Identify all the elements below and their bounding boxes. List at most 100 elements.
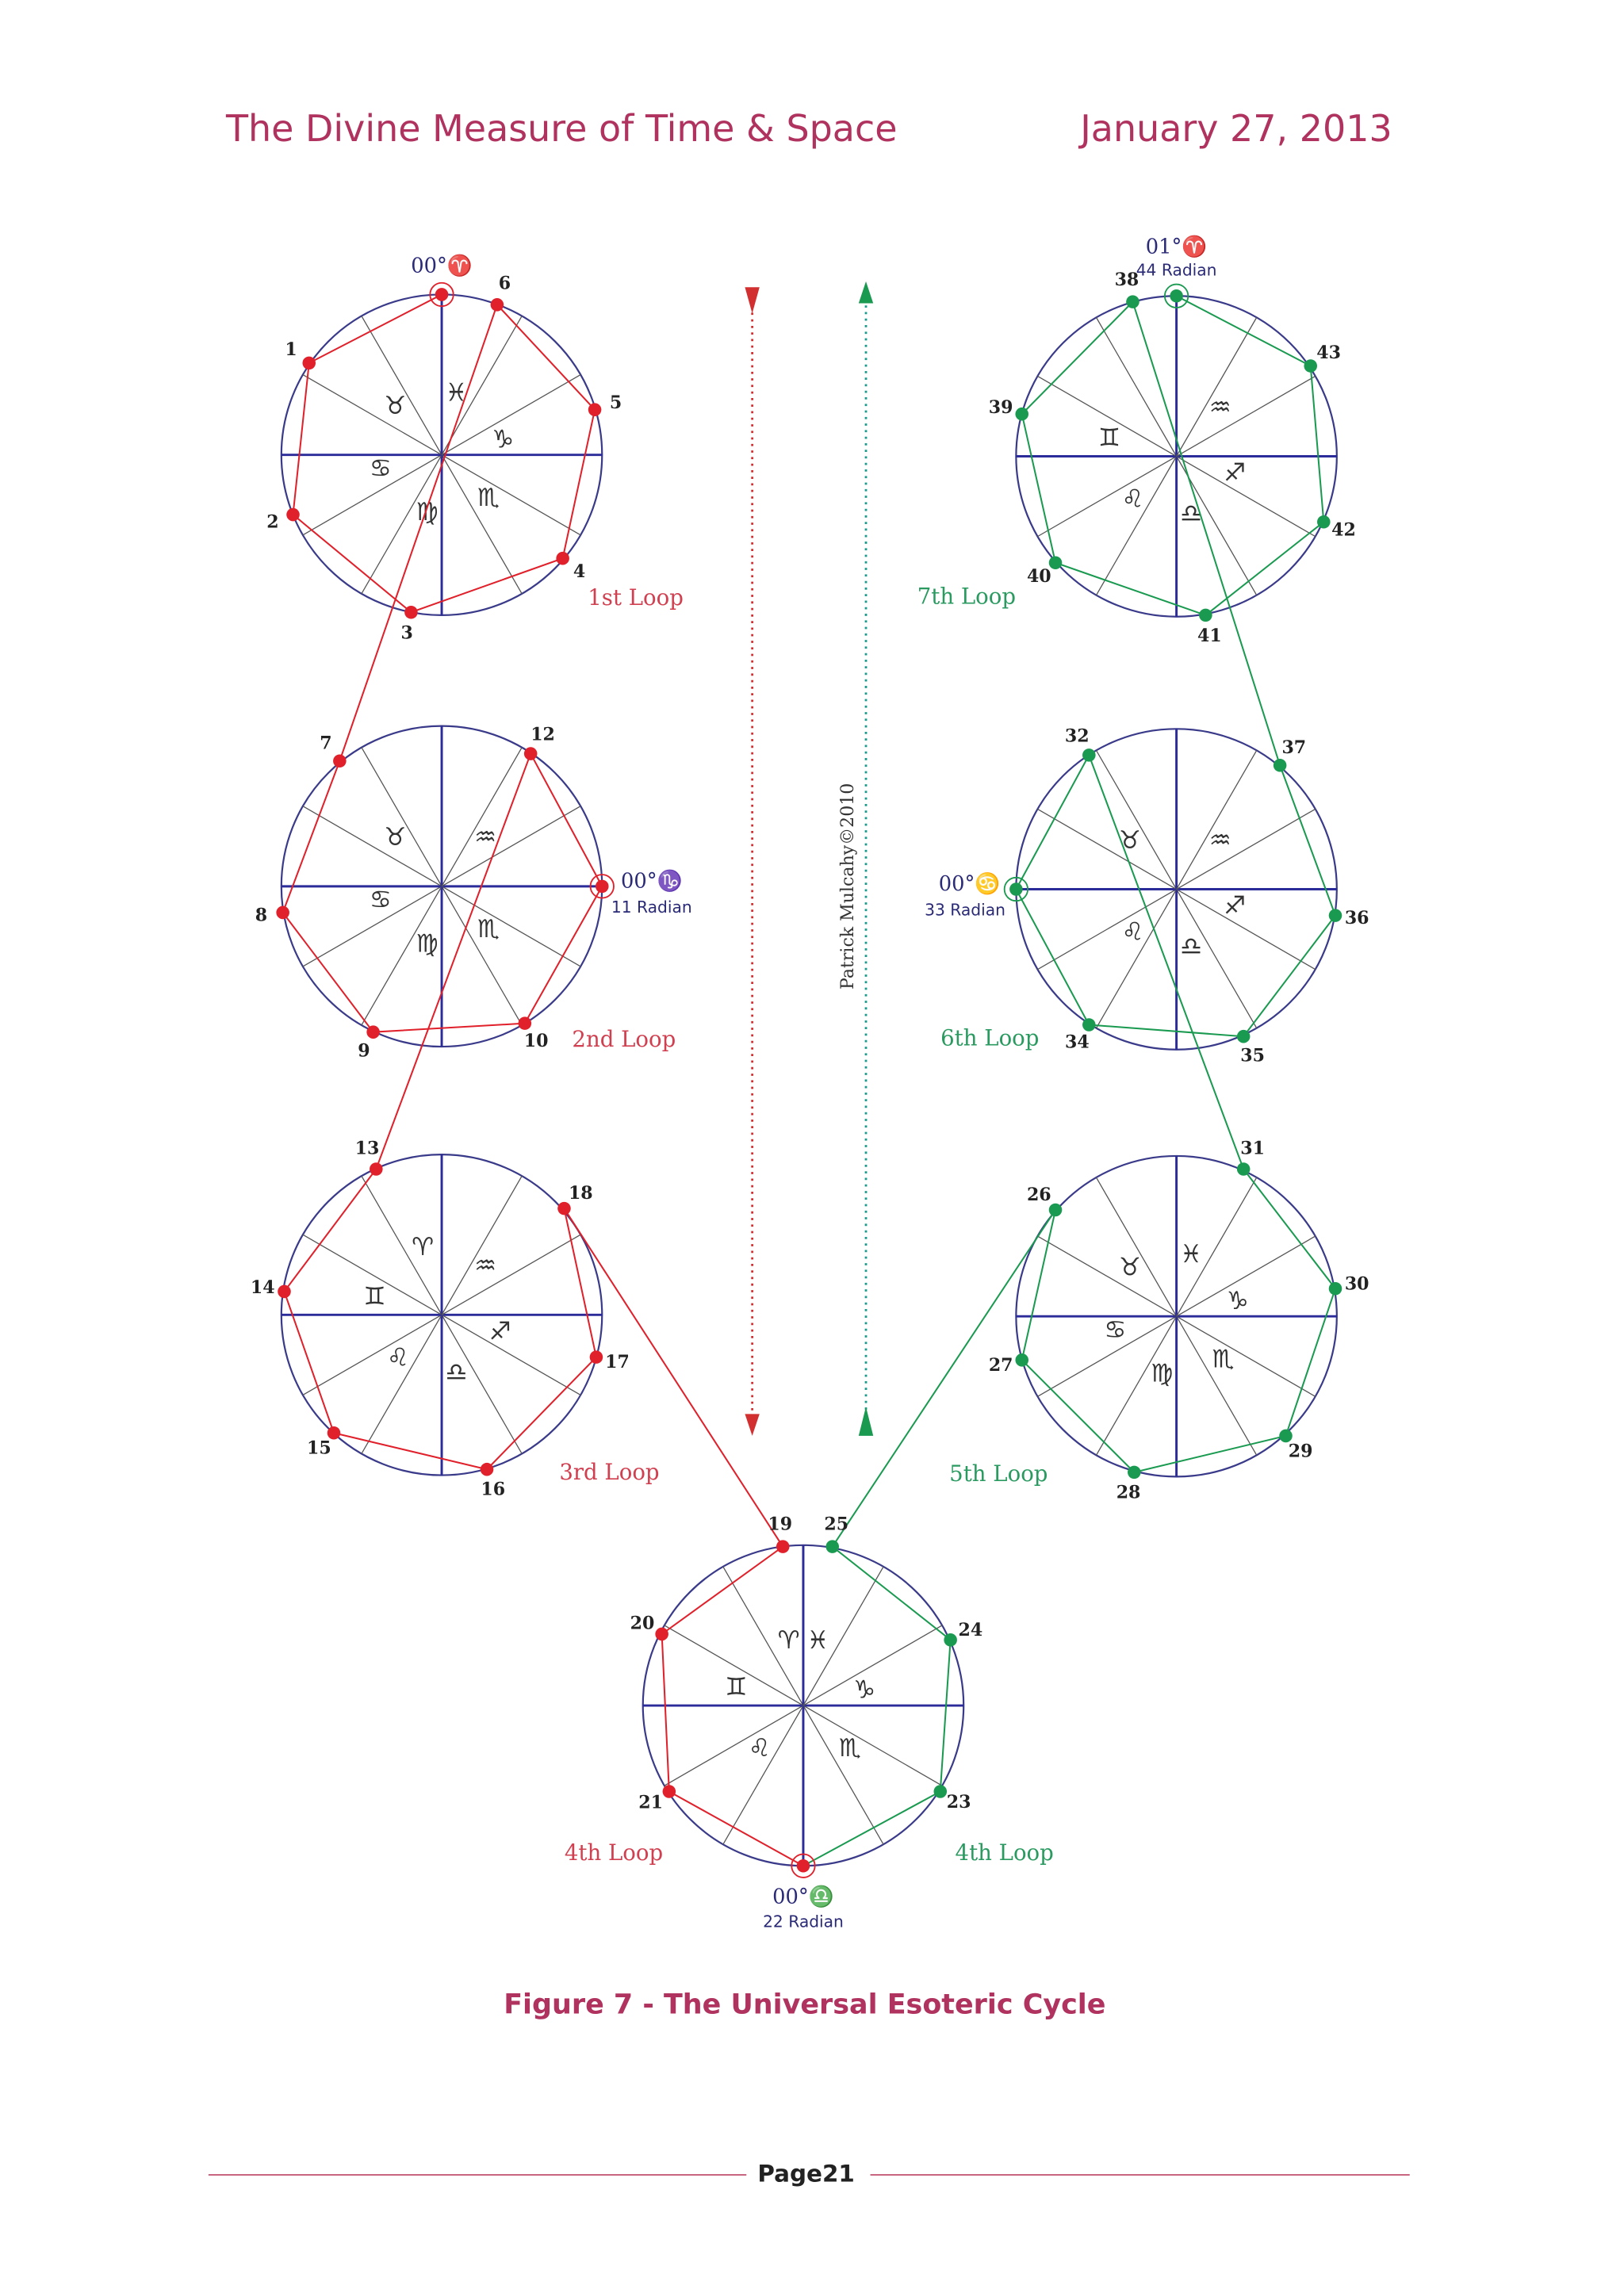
spoke	[441, 316, 523, 455]
spoke	[441, 1175, 523, 1315]
spoke	[302, 373, 442, 456]
spoke	[361, 886, 442, 1026]
point-label: 41	[1197, 626, 1222, 646]
point	[523, 747, 538, 760]
point	[655, 1627, 668, 1641]
point-label: 19	[768, 1514, 792, 1534]
point	[1328, 1281, 1342, 1296]
radian-label: 22 Radian	[763, 1912, 844, 1931]
zodiac-sign: ♊	[1098, 423, 1120, 452]
point-label: 25	[824, 1514, 848, 1535]
point	[776, 1540, 790, 1553]
zodiac-sign: ♎	[445, 1358, 467, 1387]
point-label: 42	[1331, 519, 1356, 540]
loop-label: 4th Loop	[956, 1839, 1054, 1866]
path-red	[282, 293, 804, 1867]
point-label: 16	[481, 1480, 505, 1500]
point-label: 10	[524, 1031, 549, 1051]
spoke	[441, 1315, 523, 1454]
point-label: 24	[958, 1620, 982, 1640]
point	[276, 905, 289, 920]
zodiac-sign: ♒	[1209, 393, 1231, 422]
zodiac-sign: ♓	[1180, 1240, 1202, 1269]
spoke	[441, 1314, 581, 1396]
point	[796, 1859, 810, 1873]
zodiac-sign: ♍	[416, 929, 439, 958]
spoke	[441, 454, 523, 595]
spoke	[802, 1625, 943, 1706]
loop-label: 4th Loop	[565, 1839, 663, 1866]
point	[556, 551, 569, 565]
point-label: 3	[400, 622, 412, 643]
degree-label: 00°♑	[621, 868, 683, 893]
spoke	[1176, 1315, 1258, 1456]
point	[1317, 515, 1331, 529]
point-label: 8	[255, 905, 267, 925]
degree-label: 01°♈	[1146, 235, 1208, 259]
zodiac-sign: ♋	[370, 886, 392, 914]
spoke	[361, 1175, 442, 1315]
point	[370, 1162, 383, 1176]
spoke	[302, 1314, 442, 1396]
degree-label: 00°♎	[772, 1885, 834, 1909]
point	[1279, 1429, 1293, 1443]
zodiac-sign: ♒	[474, 1252, 496, 1280]
point	[825, 1540, 840, 1553]
spoke	[1176, 750, 1258, 890]
path-green	[802, 295, 1337, 1867]
marker-ring	[1163, 283, 1189, 308]
point-label: 39	[989, 397, 1013, 418]
loop-label: 2nd Loop	[572, 1026, 676, 1052]
spoke	[1037, 455, 1177, 538]
spoke	[441, 806, 581, 887]
spoke	[664, 1625, 804, 1706]
zodiac-sign: ♌	[749, 1734, 771, 1763]
point-label: 26	[1027, 1185, 1051, 1205]
header-title: The Divine Measure of Time & Space	[225, 107, 898, 150]
header-date: January 27, 2013	[1078, 107, 1392, 150]
point-label: 28	[1116, 1483, 1141, 1503]
spoke	[302, 1234, 442, 1315]
point	[1236, 1029, 1251, 1043]
point-label: 40	[1027, 566, 1051, 587]
zodiac-sign: ♐	[1224, 892, 1246, 921]
point-label: 14	[251, 1277, 275, 1298]
loop-label: 1st Loop	[588, 584, 684, 611]
spoke	[441, 747, 523, 887]
spoke	[722, 1566, 804, 1706]
point-label: 31	[1240, 1138, 1265, 1158]
spoke	[1176, 808, 1316, 890]
spoke	[1176, 888, 1316, 970]
spoke	[1176, 317, 1258, 457]
point-label: 18	[569, 1183, 593, 1204]
zodiac-sign: ♏	[477, 484, 500, 512]
point	[278, 1284, 291, 1299]
spoke	[441, 454, 581, 536]
point	[435, 288, 449, 301]
point	[333, 754, 347, 768]
point-label: 13	[355, 1138, 380, 1158]
point-label: 5	[610, 392, 622, 413]
degree-label: 00°♋	[939, 871, 1001, 896]
arrow-head	[745, 1414, 760, 1436]
point	[1128, 1465, 1141, 1480]
point-label: 4	[573, 561, 585, 582]
spoke	[1095, 317, 1178, 457]
credit: Patrick Mulcahy©2010	[838, 783, 858, 990]
figure-caption: Figure 7 - The Universal Esoteric Cycle	[504, 1989, 1105, 2021]
point	[1082, 748, 1096, 762]
point	[1126, 295, 1139, 308]
zodiac-sign: ♊	[725, 1673, 747, 1702]
point-label: 20	[630, 1614, 655, 1634]
point-label: 29	[1289, 1441, 1313, 1461]
point-label: 6	[499, 273, 511, 293]
zodiac-sign: ♊	[363, 1282, 385, 1311]
point-label: 9	[358, 1041, 370, 1062]
spoke	[1176, 375, 1316, 457]
spoke	[1176, 889, 1258, 1028]
point	[588, 403, 602, 416]
zodiac-sign: ♒	[474, 823, 496, 852]
zodiac-sign: ♋	[1104, 1316, 1126, 1345]
point	[327, 1426, 341, 1440]
